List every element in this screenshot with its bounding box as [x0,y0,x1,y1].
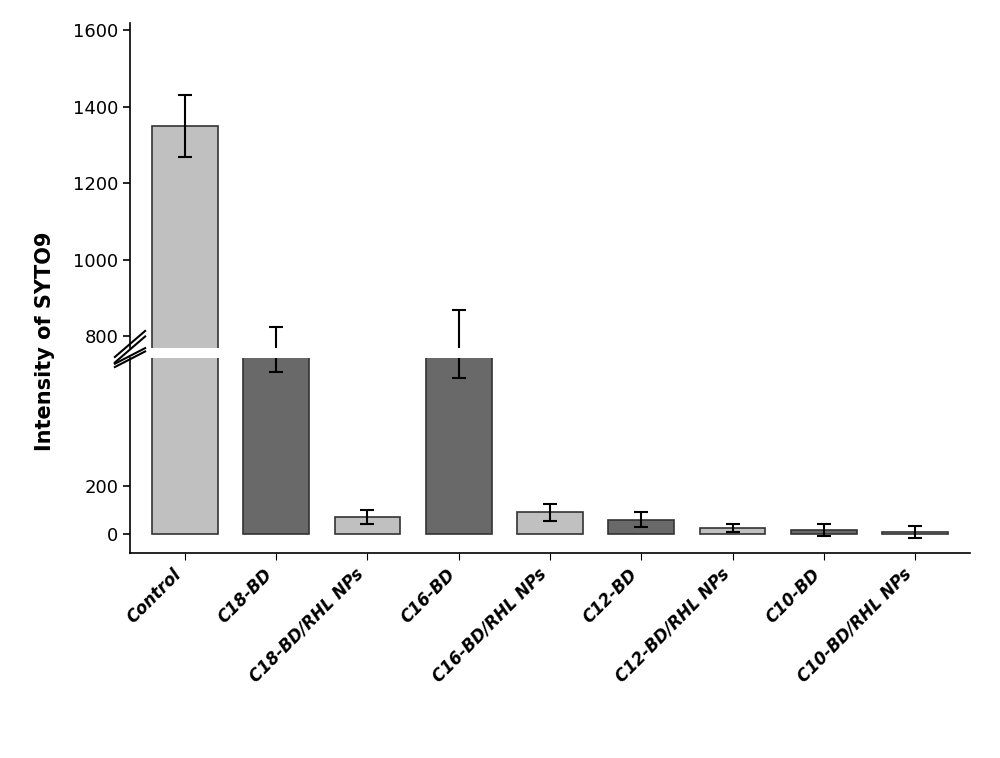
Text: Intensity of SYTO9: Intensity of SYTO9 [35,231,55,451]
Bar [426,352,492,642]
Bar [608,520,674,534]
Bar [243,353,309,534]
Bar [882,531,948,534]
Bar [335,517,400,534]
Bar [152,126,218,642]
Bar [426,351,492,534]
Bar [791,531,857,534]
Bar [700,528,765,534]
Bar [882,638,948,642]
Bar [517,608,583,642]
Bar [517,512,583,534]
Bar [243,356,309,642]
Bar [700,633,765,642]
Bar [152,209,218,534]
Bar [335,615,400,642]
Bar [608,619,674,642]
Bar [791,637,857,642]
